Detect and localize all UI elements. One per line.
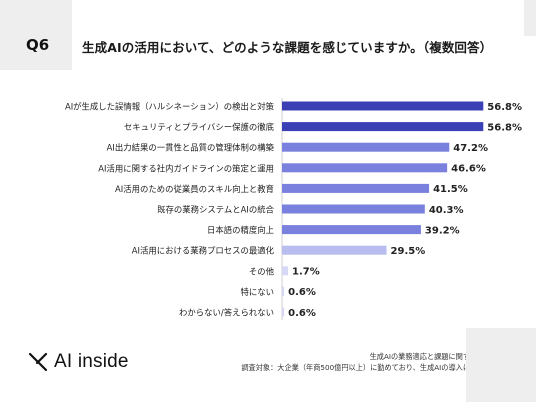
value-label: 39.2% [425, 225, 460, 236]
bar [282, 307, 285, 317]
category-label: セキュリティとプライバシー保護の徹底 [124, 122, 275, 132]
bar [282, 163, 448, 173]
bar [282, 122, 484, 132]
value-label: 1.7% [292, 267, 320, 278]
bar [282, 204, 425, 214]
category-label: AI活用に関する社内ガイドラインの策定と運用 [98, 163, 274, 173]
category-label: AIが生成した誤情報（ハルシネーション）の検出と対策 [65, 102, 275, 112]
frame-decoration [524, 0, 536, 36]
bar [282, 101, 484, 111]
value-label: 47.2% [453, 143, 488, 154]
value-label: 0.6% [288, 308, 316, 319]
value-label: 56.8% [487, 102, 522, 113]
question-number-badge: Q6 [0, 0, 72, 70]
category-label: その他 [249, 266, 275, 276]
bar [282, 245, 387, 255]
category-label: わからない/答えられない [179, 308, 274, 318]
ai-inside-logo: AI inside [28, 351, 129, 373]
bar [282, 286, 285, 296]
survey-title: 生成AIの業務適応と課題に関する実態調査 [369, 352, 506, 361]
x-logo-icon [28, 352, 48, 372]
value-label: 40.3% [429, 205, 464, 216]
bar [282, 266, 289, 276]
category-label: AI活用のための従業員のスキル向上と教育 [115, 184, 274, 194]
category-label: AI出力結果の一貫性と品質の管理体制の構築 [107, 143, 275, 153]
value-label: 41.5% [433, 184, 468, 195]
bar [282, 225, 421, 235]
brand-name: AI inside [54, 351, 129, 372]
question-title: 生成AIの活用において、どのような課題を感じていますか。（複数回答） [82, 40, 493, 55]
bar [282, 142, 450, 152]
category-label: 既存の業務システムとAIの統合 [157, 205, 274, 215]
bar [282, 183, 430, 193]
survey-target: 調査対象：大企業（年商500億円以上）に勤めており、生成AIの導入に携わった方 [241, 362, 506, 372]
value-label: 46.6% [451, 164, 486, 175]
category-label: AI活用における業務プロセスの最適化 [132, 246, 275, 256]
bar-chart: AIが生成した誤情報（ハルシネーション）の検出と対策 56.8% セキュリティとプラ… [65, 98, 522, 320]
value-label: 56.8% [487, 122, 522, 133]
value-label: 0.6% [288, 287, 316, 298]
frame-decoration-corner [466, 328, 536, 402]
question-number: Q6 [26, 36, 50, 54]
value-label: 29.5% [391, 246, 426, 257]
category-label: 特にない [241, 287, 275, 297]
category-label: 日本語の精度向上 [207, 225, 274, 235]
